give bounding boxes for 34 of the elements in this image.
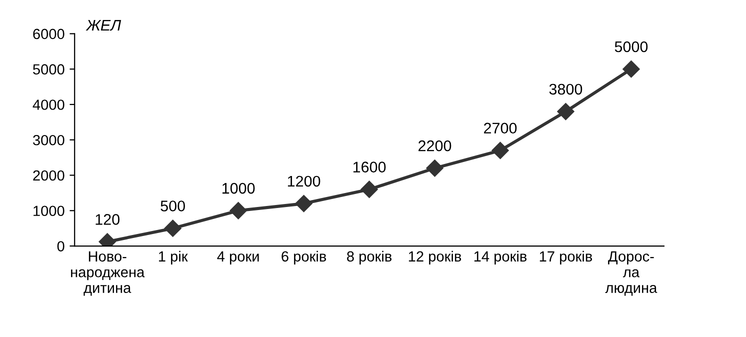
x-tick-label: 17 років bbox=[540, 250, 592, 264]
data-label: 2700 bbox=[484, 122, 517, 134]
y-tick-label: 2000 bbox=[33, 170, 64, 181]
point bbox=[295, 194, 312, 212]
x-tick-label: 6 років bbox=[282, 250, 326, 264]
x-tick-label: 1 рік bbox=[158, 250, 188, 264]
y-tick-label: 4000 bbox=[32, 100, 64, 110]
point bbox=[426, 160, 444, 177]
data-label: 1600 bbox=[353, 162, 386, 172]
data-label: 1200 bbox=[288, 176, 320, 187]
point bbox=[230, 202, 247, 220]
point bbox=[622, 60, 640, 78]
point bbox=[492, 142, 509, 160]
point bbox=[360, 180, 378, 198]
y-tick-label: 6000 bbox=[33, 28, 64, 40]
x-tick-label: Ново- народжена дитина bbox=[71, 251, 145, 296]
y-tick-label: 5000 bbox=[33, 64, 64, 75]
y-tick-label: 1000 bbox=[34, 206, 64, 216]
point bbox=[557, 102, 574, 120]
x-tick-label: 12 років bbox=[408, 250, 462, 264]
data-label: 2200 bbox=[418, 140, 452, 152]
data-label: 500 bbox=[160, 200, 185, 212]
y-tick-label: 3000 bbox=[32, 134, 64, 146]
x-tick-label: 14 років bbox=[474, 250, 527, 264]
y-axis-title: ЖЕЛ bbox=[86, 20, 122, 31]
x-tick-label: 8 років bbox=[347, 250, 392, 264]
point bbox=[164, 220, 182, 237]
data-label: 5000 bbox=[614, 41, 648, 52]
data-label: 3800 bbox=[549, 84, 582, 95]
y-tick-label: 0 bbox=[57, 241, 64, 252]
x-tick-label: 4 роки bbox=[217, 251, 259, 264]
data-label: 1000 bbox=[222, 182, 255, 194]
data-label: 120 bbox=[96, 214, 120, 225]
x-tick-label: Дорос- ла людина bbox=[605, 251, 658, 296]
